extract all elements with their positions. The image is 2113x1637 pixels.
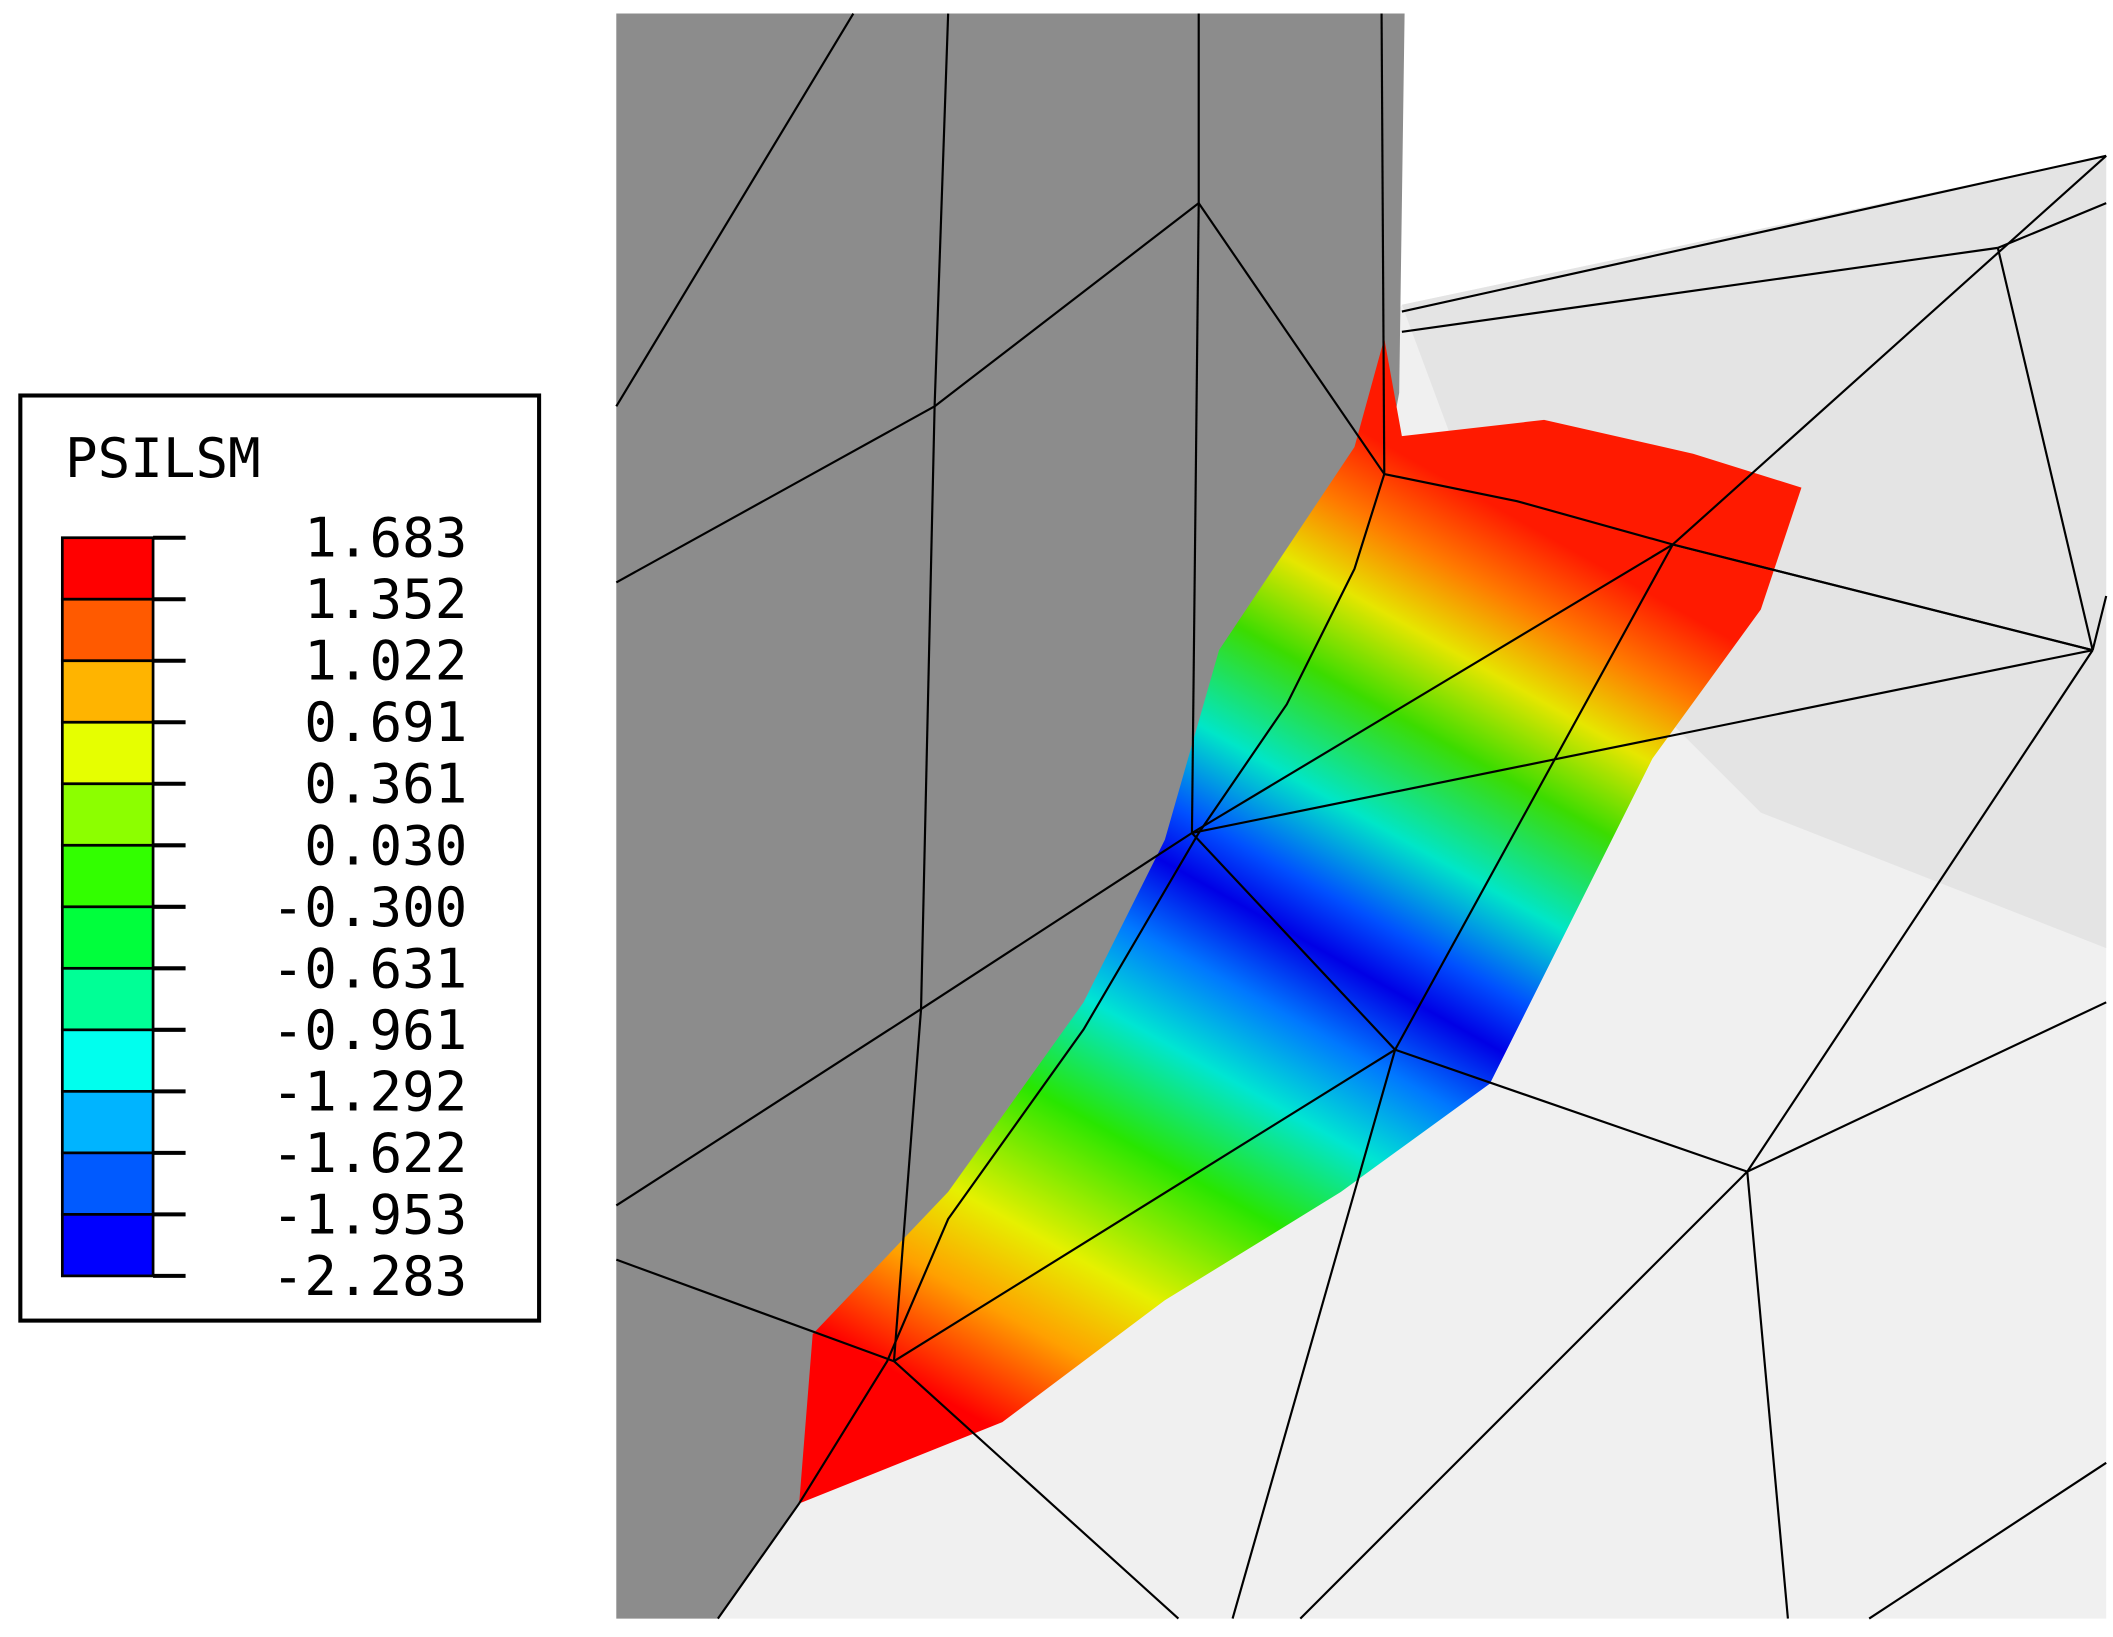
mesh-edge bbox=[615, 12, 855, 407]
legend-label: -2.283 bbox=[272, 1245, 468, 1308]
legend-label: 0.691 bbox=[304, 691, 467, 754]
mesh-edge bbox=[1380, 13, 1386, 475]
mesh-edge bbox=[1191, 543, 1674, 834]
mesh-edge bbox=[615, 1008, 922, 1207]
legend-label: -0.631 bbox=[272, 937, 468, 1000]
mesh-edge bbox=[1197, 202, 1386, 475]
legend-label: -1.622 bbox=[272, 1122, 468, 1185]
color-band bbox=[60, 659, 155, 724]
mesh-edge bbox=[1231, 1049, 1397, 1619]
legend-label: -0.300 bbox=[272, 876, 468, 939]
mesh-edge bbox=[1746, 1171, 1789, 1619]
legend-title: PSILSM bbox=[65, 427, 261, 490]
mesh-edge bbox=[1191, 649, 2093, 835]
mesh-edge bbox=[920, 832, 1193, 1010]
color-band bbox=[60, 1028, 155, 1093]
mesh-edge bbox=[1190, 203, 1200, 834]
mesh-edge bbox=[2091, 595, 2108, 651]
mesh-edge bbox=[892, 1008, 923, 1362]
mesh-edge bbox=[1394, 543, 1674, 1051]
mesh-edge bbox=[615, 405, 936, 584]
mesh-edge bbox=[615, 1258, 895, 1363]
color-band bbox=[60, 843, 155, 909]
mesh-lines bbox=[615, 12, 2108, 1620]
mesh-edge bbox=[1746, 649, 2094, 1173]
color-band bbox=[60, 536, 155, 601]
legend-label: 1.683 bbox=[304, 507, 467, 570]
mesh-edge bbox=[893, 1048, 1396, 1363]
cylinder bbox=[616, 13, 1405, 1619]
mesh-edge bbox=[1672, 154, 2107, 546]
legend-label: 0.030 bbox=[304, 814, 467, 877]
legend-label: -1.953 bbox=[272, 1183, 468, 1246]
mesh-edge bbox=[933, 202, 1200, 408]
color-band bbox=[60, 905, 155, 970]
mesh-edge bbox=[1997, 202, 2107, 249]
mesh-edge bbox=[1299, 1170, 1749, 1620]
legend-label: -1.292 bbox=[272, 1060, 468, 1123]
mesh-edge bbox=[893, 1360, 1180, 1620]
mesh-edge bbox=[1191, 832, 1396, 1051]
mesh-edge bbox=[933, 13, 950, 407]
mesh-edge bbox=[1868, 1461, 2107, 1620]
legend-label: 0.361 bbox=[304, 753, 467, 816]
legend-label: 1.022 bbox=[304, 630, 467, 693]
legend-label: -0.961 bbox=[272, 999, 468, 1062]
color-band bbox=[60, 1090, 155, 1155]
color-band bbox=[60, 1213, 155, 1278]
color-band bbox=[60, 966, 155, 1032]
mesh-edge bbox=[1672, 543, 2093, 652]
mesh-edge bbox=[919, 406, 936, 1010]
mesh-edge bbox=[1746, 1001, 2107, 1173]
mesh-edge bbox=[716, 473, 1386, 1620]
weld-contour bbox=[799, 338, 1802, 1504]
mesh-edge bbox=[1401, 154, 2107, 313]
mesh-edge bbox=[1394, 1048, 1748, 1173]
mesh-edge bbox=[1996, 247, 2094, 651]
color-band bbox=[60, 720, 155, 786]
color-band bbox=[60, 1151, 155, 1216]
color-band bbox=[60, 782, 155, 847]
color-band bbox=[60, 597, 155, 663]
mesh-edge bbox=[1401, 246, 1999, 333]
color-bar: 1.6831.3521.0220.6910.3610.030-0.300-0.6… bbox=[60, 507, 468, 1308]
legend-label: 1.352 bbox=[304, 568, 467, 631]
